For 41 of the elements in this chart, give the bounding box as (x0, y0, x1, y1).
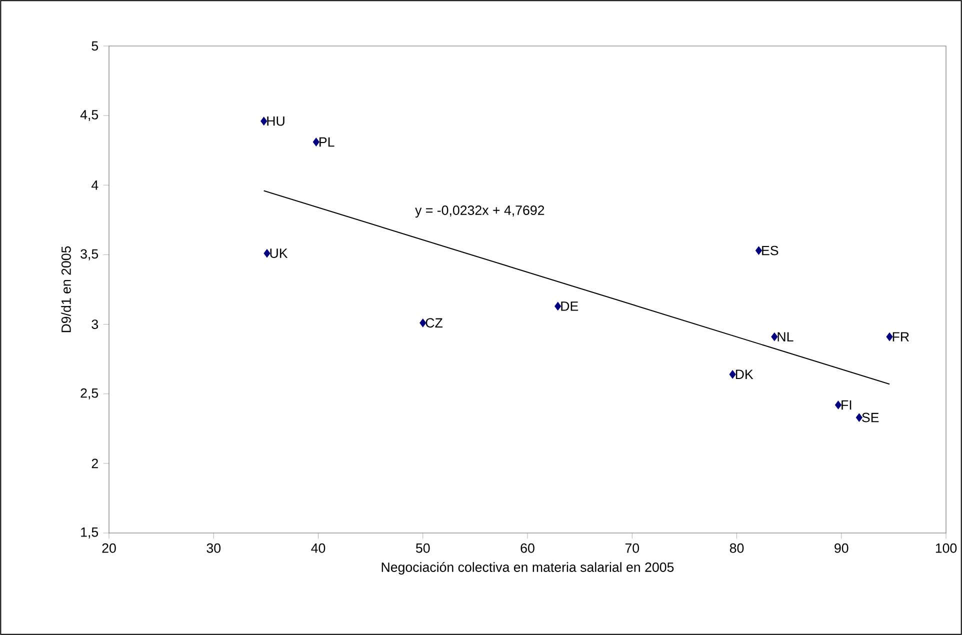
x-tick-label: 60 (520, 543, 534, 553)
annotation: PL (320, 137, 334, 147)
y-axis-title: D9/d1 en 2005 (61, 246, 71, 332)
annotation: SE (862, 412, 879, 422)
point (856, 413, 862, 422)
x-tick-label: 20 (102, 543, 116, 553)
point (260, 116, 268, 126)
point (834, 400, 842, 410)
x-tick-label: 80 (730, 543, 744, 553)
point (886, 332, 893, 342)
point (554, 302, 562, 310)
y-tick-label: 3,5 (80, 249, 98, 260)
y-tick-label: 2 (92, 458, 98, 468)
annotation: DE (561, 302, 578, 311)
annotation: HU (267, 116, 284, 126)
annotation: CZ (426, 318, 443, 328)
x-tick-label: 100 (936, 543, 957, 553)
point (264, 249, 270, 258)
point (755, 246, 762, 255)
point (312, 138, 320, 146)
y-tick-label: 5 (92, 41, 98, 51)
point (729, 370, 736, 379)
x-tick-label: 30 (206, 543, 221, 553)
annotation: ES (762, 246, 778, 256)
y-tick-label: 2,5 (80, 388, 98, 400)
x-tick-label: 90 (834, 543, 848, 553)
y-tick-label: 1,5 (81, 528, 98, 538)
x-tick-label: 70 (625, 543, 640, 553)
x-tick-label: 40 (311, 543, 326, 553)
annotation: FR (892, 332, 909, 342)
annotation: NL (778, 332, 794, 342)
annotation: UK (270, 248, 288, 258)
x-tick-label: 50 (416, 543, 430, 553)
y-tick-label: 3 (92, 320, 98, 329)
point (771, 332, 778, 342)
x-axis-title: Negociación colectiva en materia salarial en 2005 (382, 562, 674, 575)
annotation: DK (736, 370, 754, 379)
annotation: y = -0,0232x + 4,7692 (415, 206, 544, 218)
y-tick-label: 4 (92, 180, 98, 190)
annotation: FI (842, 400, 852, 410)
y-tick-label: 4,5 (80, 110, 98, 122)
